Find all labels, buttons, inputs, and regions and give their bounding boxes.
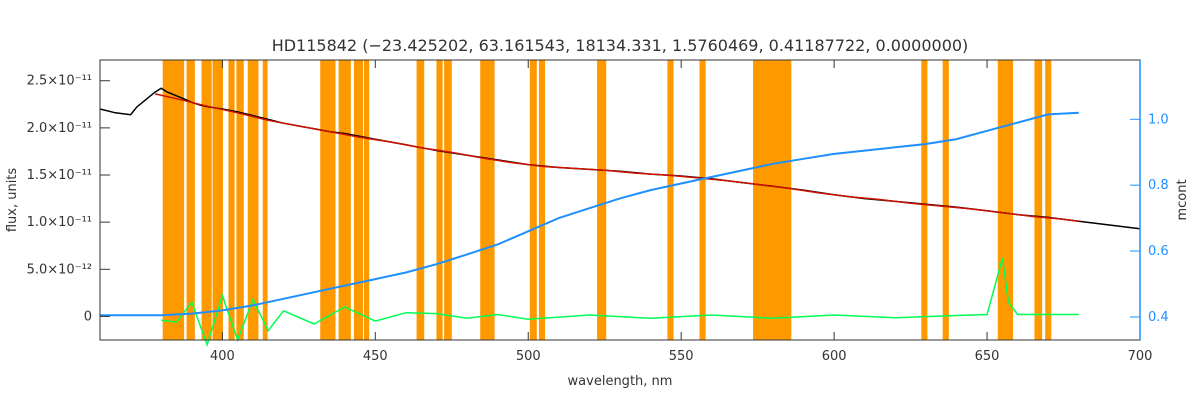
chart-title: HD115842 (−23.425202, 63.161543, 18134.3… <box>272 36 969 55</box>
masked-band-4 <box>228 60 235 340</box>
masked-band-13 <box>436 60 443 340</box>
y2-axis-label: mcont <box>1175 179 1190 220</box>
masked-band-25 <box>1034 60 1043 340</box>
masked-band-10 <box>353 60 364 340</box>
masked-band-8 <box>320 60 336 340</box>
x-tick-label-5: 650 <box>975 349 1000 364</box>
y-tick-label-3: 1.5×10⁻¹¹ <box>27 168 92 183</box>
x-tick-label-1: 450 <box>363 349 388 364</box>
x-ticks: 400 450 500 550 600 650 700 <box>210 60 1152 364</box>
series-line-1 <box>154 93 1079 222</box>
y2-tick-label-0: 0.4 <box>1148 310 1169 325</box>
series-line-3 <box>161 257 1079 348</box>
masked-band-19 <box>667 60 674 340</box>
y2-tick-label-2: 0.8 <box>1148 178 1169 193</box>
masked-band-12 <box>416 60 425 340</box>
x-tick-label-3: 550 <box>669 349 694 364</box>
masked-band-2 <box>201 60 212 340</box>
y-tick-label-5: 2.5×10⁻¹¹ <box>27 74 92 89</box>
y-ticks: 0 5.0×10⁻¹² 1.0×10⁻¹¹ 1.5×10⁻¹¹ 2.0×10⁻¹¹ 2.5… <box>27 74 110 324</box>
x-axis-label: wavelength, nm <box>568 374 673 389</box>
masked-band-11 <box>363 60 370 340</box>
masked-band-18 <box>597 60 607 340</box>
masked-bands <box>162 60 1052 340</box>
y2-tick-label-3: 1.0 <box>1148 112 1169 127</box>
masked-band-14 <box>444 60 452 340</box>
masked-band-20 <box>699 60 706 340</box>
masked-band-7 <box>262 60 268 340</box>
x-tick-label-4: 600 <box>822 349 847 364</box>
masked-band-21 <box>753 60 792 340</box>
x-tick-label-0: 400 <box>210 349 235 364</box>
x-tick-label-6: 700 <box>1128 349 1153 364</box>
y-tick-label-0: 0 <box>84 309 92 324</box>
masked-band-26 <box>1045 60 1052 340</box>
y2-ticks: 0.4 0.6 0.8 1.0 <box>1130 60 1169 340</box>
masked-band-3 <box>212 60 223 340</box>
masked-band-23 <box>942 60 949 340</box>
masked-band-1 <box>186 60 195 340</box>
masked-band-9 <box>338 60 351 340</box>
y2-tick-label-1: 0.6 <box>1148 244 1169 259</box>
y-tick-label-2: 1.0×10⁻¹¹ <box>27 215 92 230</box>
masked-band-5 <box>236 60 244 340</box>
series-line-2 <box>100 111 1079 317</box>
series-layer <box>99 87 1141 348</box>
masked-band-0 <box>162 60 185 340</box>
y-tick-label-1: 5.0×10⁻¹² <box>27 262 92 277</box>
masked-band-16 <box>529 60 537 340</box>
y-tick-label-4: 2.0×10⁻¹¹ <box>27 121 92 136</box>
masked-band-6 <box>247 60 259 340</box>
masked-band-22 <box>921 60 928 340</box>
y-axis-label: flux, units <box>5 168 20 233</box>
x-tick-label-2: 500 <box>516 349 541 364</box>
masked-band-17 <box>538 60 546 340</box>
masked-band-24 <box>997 60 1014 340</box>
masked-band-15 <box>480 60 495 340</box>
